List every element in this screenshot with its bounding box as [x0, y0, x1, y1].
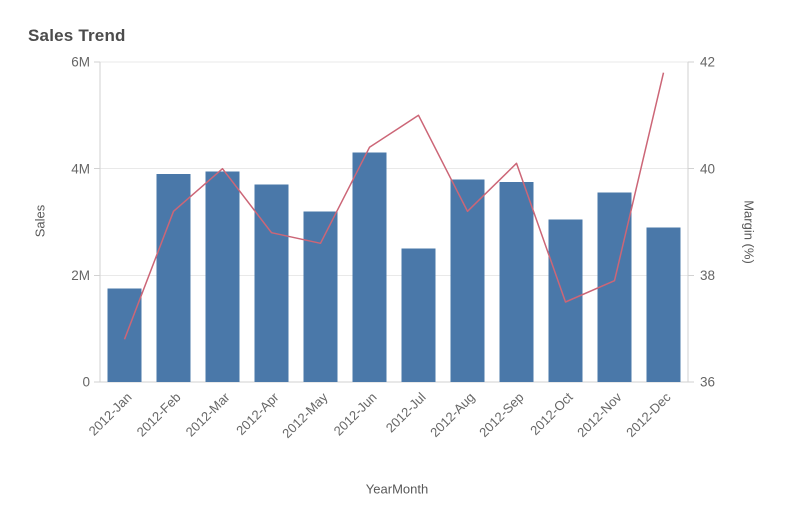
y-left-tick-label: 2M: [71, 268, 90, 283]
sales-bar[interactable]: [499, 182, 534, 382]
sales-bar[interactable]: [401, 248, 436, 382]
sales-bar[interactable]: [156, 174, 191, 382]
x-category-label[interactable]: 2012-Jan: [86, 390, 135, 439]
sales-bar[interactable]: [597, 192, 632, 382]
y-right-axis-title: Margin (%): [741, 200, 757, 264]
x-category-label[interactable]: 2012-Sep: [476, 390, 526, 440]
x-category-label[interactable]: 2012-Apr: [233, 389, 282, 438]
x-axis-title: YearMonth: [365, 481, 429, 497]
y-right-tick-label: 40: [700, 161, 715, 176]
sales-bar[interactable]: [205, 171, 240, 382]
x-category-label[interactable]: 2012-Aug: [427, 390, 477, 440]
sales-bar[interactable]: [450, 179, 485, 382]
y-right-tick-label: 42: [700, 55, 715, 70]
x-category-label[interactable]: 2012-Nov: [574, 389, 625, 440]
x-category-label[interactable]: 2012-Mar: [183, 389, 233, 439]
x-category-label[interactable]: 2012-Dec: [623, 389, 674, 440]
margin-line[interactable]: [123, 72, 665, 340]
sales-bar[interactable]: [303, 211, 338, 382]
x-category-label[interactable]: 2012-Jul: [383, 389, 429, 435]
x-category-label[interactable]: 2012-Feb: [134, 390, 184, 440]
sales-bar[interactable]: [646, 227, 681, 382]
sales-bar[interactable]: [352, 152, 387, 382]
y-left-tick-label: 0: [82, 375, 90, 390]
sales-bar[interactable]: [254, 184, 289, 382]
y-left-tick-label: 6M: [71, 55, 90, 70]
y-right-tick-label: 38: [700, 268, 715, 283]
chart-title: Sales Trend: [28, 26, 126, 45]
x-category-label[interactable]: 2012-May: [279, 389, 331, 441]
x-category-label[interactable]: 2012-Oct: [527, 389, 576, 438]
sales-bar[interactable]: [107, 288, 142, 382]
y-right-tick-label: 36: [700, 375, 715, 390]
y-left-axis-title: Sales: [32, 204, 48, 238]
x-category-label[interactable]: 2012-Jun: [331, 390, 380, 439]
y-left-tick-label: 4M: [71, 161, 90, 176]
